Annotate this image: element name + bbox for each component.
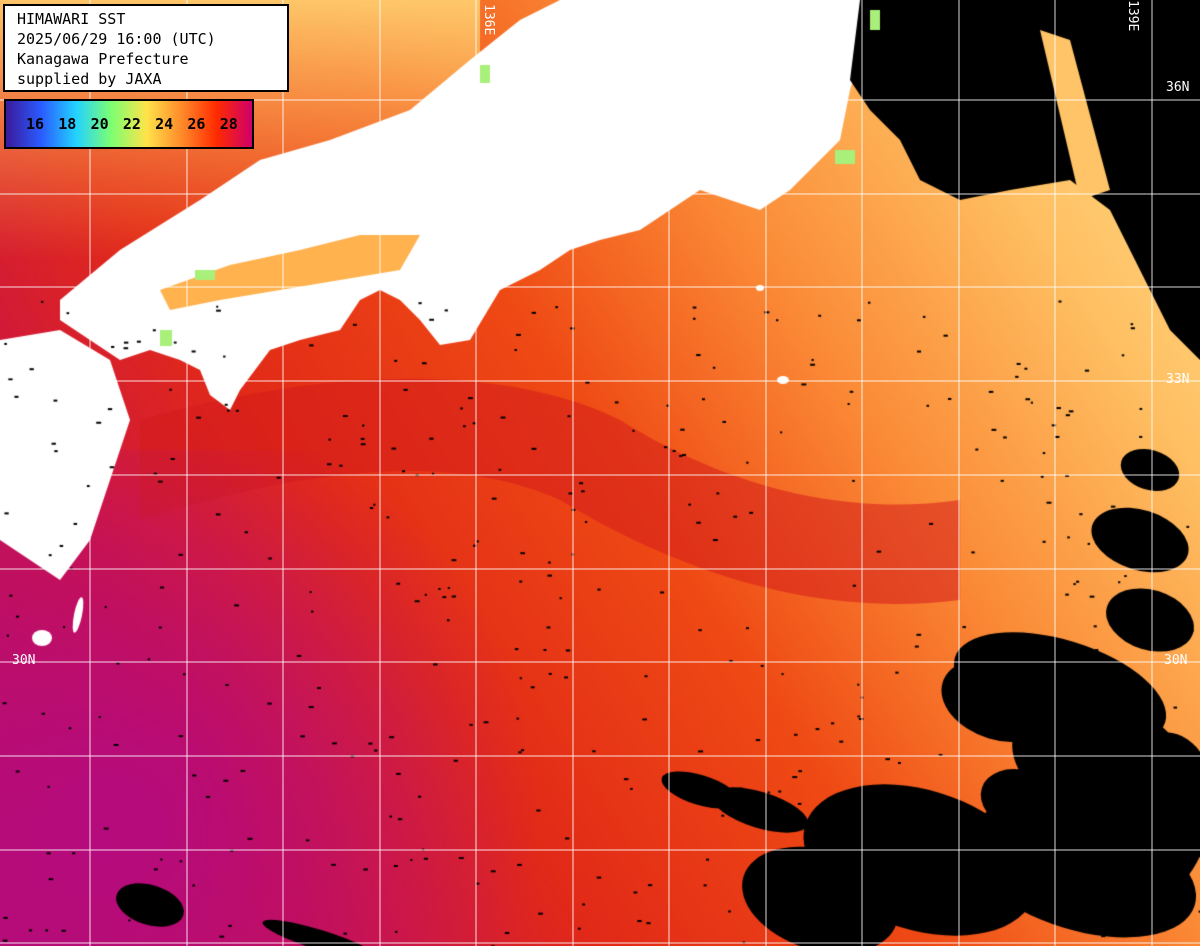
lon-label-136e: 136E [481,4,496,35]
lat-label-30n-right: 30N [1164,653,1187,668]
legend-label: 28 [220,115,252,133]
lat-label-30n-left: 30N [12,653,35,668]
title-supplier: supplied by JAXA [17,69,287,89]
lon-label-139e: 139E [1125,0,1140,31]
title-box: HIMAWARI SST 2025/06/29 16:00 (UTC) Kana… [3,4,289,92]
legend-label: 16 [26,115,58,133]
title-datetime: 2025/06/29 16:00 (UTC) [17,29,287,49]
lat-label-36n: 36N [1166,80,1189,95]
legend-label: 20 [91,115,123,133]
title-product: HIMAWARI SST [17,9,287,29]
legend-label: 18 [58,115,90,133]
temperature-legend: 16 18 20 22 24 26 28 [4,99,254,149]
title-prefecture: Kanagawa Prefecture [17,49,287,69]
legend-label: 22 [123,115,155,133]
legend-label: 26 [187,115,219,133]
lat-label-33-left: 33 [10,372,26,387]
lat-label-33n: 33N [1166,372,1189,387]
legend-label: 24 [155,115,187,133]
